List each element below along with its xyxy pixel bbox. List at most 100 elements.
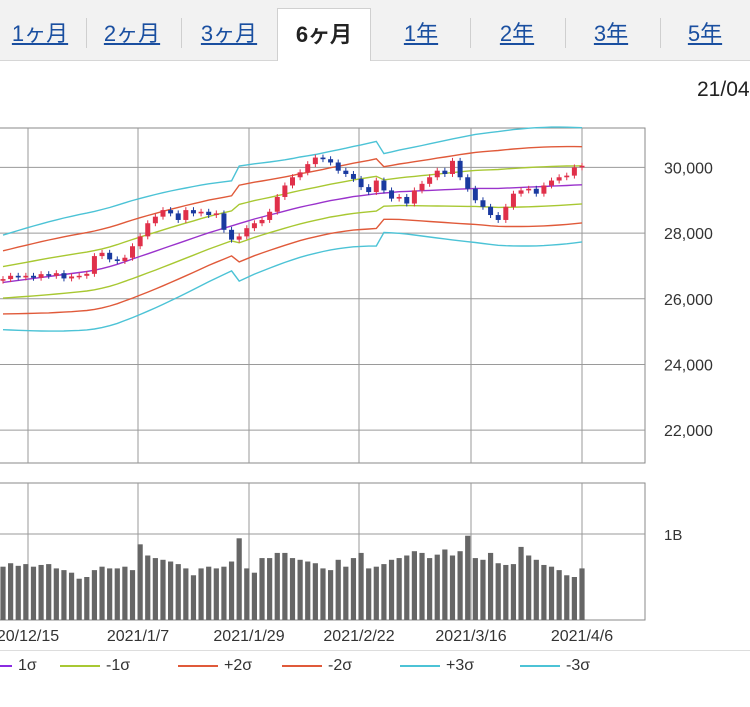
candle-body bbox=[579, 165, 585, 168]
tab-1-month[interactable]: 1ヶ月 bbox=[11, 21, 69, 46]
tab-5-years[interactable]: 5年 bbox=[687, 21, 723, 46]
volume-bar bbox=[442, 549, 448, 620]
volume-bar bbox=[122, 566, 128, 620]
volume-bar bbox=[503, 564, 509, 620]
volume-bar bbox=[99, 566, 105, 620]
volume-bar bbox=[571, 577, 577, 620]
legend-swatch bbox=[282, 664, 322, 667]
volume-bar bbox=[236, 538, 242, 620]
tab-1-year[interactable]: 1年 bbox=[403, 21, 439, 46]
stock-chart: 20/12/15 2021/1/7 2021/1/29 2021/2/22 2021/3… bbox=[0, 126, 713, 645]
volume-bar bbox=[472, 558, 478, 620]
candle-body bbox=[267, 211, 273, 220]
volume-bar bbox=[53, 568, 59, 620]
candle-body bbox=[30, 275, 36, 278]
candle-body bbox=[373, 180, 379, 193]
volume-bar bbox=[228, 561, 235, 620]
volume-bar bbox=[457, 551, 463, 620]
candle-body bbox=[297, 172, 303, 178]
volume-bar bbox=[579, 568, 585, 620]
volume-bar bbox=[373, 566, 379, 620]
tab-2-months[interactable]: 2ヶ月 bbox=[103, 21, 161, 46]
band-plus-3sigma bbox=[2, 126, 583, 236]
candle-body bbox=[488, 206, 494, 216]
volume-bar bbox=[388, 559, 395, 620]
volume-bar bbox=[129, 570, 136, 620]
candle-body bbox=[480, 200, 486, 207]
volume-bar bbox=[145, 555, 151, 620]
volume-bar bbox=[518, 546, 524, 620]
candle-body bbox=[290, 177, 295, 186]
tab-separator bbox=[86, 18, 87, 48]
candle-body bbox=[130, 246, 136, 258]
volume-bar bbox=[320, 568, 326, 620]
volume-bar bbox=[8, 563, 14, 620]
volume-bar bbox=[114, 568, 120, 620]
volume-bar bbox=[15, 565, 21, 620]
candle-body bbox=[236, 236, 242, 240]
legend-item-plus-3sigma: +3σ bbox=[400, 657, 474, 675]
candle-body bbox=[366, 187, 372, 193]
volume-bar bbox=[411, 551, 417, 620]
candle-body bbox=[99, 252, 105, 257]
volume-bar bbox=[480, 559, 486, 620]
candle-body bbox=[53, 273, 59, 276]
candle-body bbox=[259, 219, 265, 224]
volume-bar bbox=[526, 555, 532, 620]
candle-body bbox=[251, 223, 257, 229]
chart-date-stamp: 21/04 bbox=[697, 78, 750, 101]
candle-body bbox=[564, 175, 570, 178]
volume-bar bbox=[289, 558, 296, 620]
candle-body bbox=[343, 170, 349, 174]
legend-label: +3σ bbox=[446, 657, 475, 674]
candle-body bbox=[76, 275, 82, 278]
volume-bar bbox=[274, 552, 280, 620]
volume-bar bbox=[350, 558, 357, 620]
volume-bar bbox=[556, 570, 562, 620]
y-tick-label: 24,000 bbox=[664, 357, 713, 374]
candle-body bbox=[328, 159, 334, 163]
candle-body bbox=[38, 274, 44, 278]
volume-bar bbox=[335, 559, 341, 620]
candle-body bbox=[320, 157, 326, 160]
x-tick-label: 2021/1/29 bbox=[213, 628, 284, 645]
volume-bar bbox=[76, 578, 82, 620]
y-tick-label: 28,000 bbox=[664, 226, 713, 243]
volume-bar bbox=[487, 552, 494, 620]
candle-body bbox=[472, 188, 478, 201]
volume-bar bbox=[30, 566, 37, 620]
legend-label: -1σ bbox=[106, 657, 131, 674]
x-tick-label: 2021/1/7 bbox=[107, 628, 169, 645]
tab-2-years[interactable]: 2年 bbox=[499, 21, 535, 46]
tab-3-months[interactable]: 3ヶ月 bbox=[200, 21, 258, 46]
candle-body bbox=[427, 177, 433, 184]
volume-tick-label: 1B bbox=[664, 527, 682, 544]
candle-body bbox=[46, 274, 52, 276]
legend-item-minus-3sigma: -3σ bbox=[520, 657, 590, 675]
candle-body bbox=[84, 273, 90, 276]
legend-swatch bbox=[400, 664, 440, 667]
volume-bar bbox=[564, 575, 570, 620]
legend-swatch bbox=[520, 664, 560, 667]
volume-bar bbox=[419, 552, 425, 620]
volume-bar bbox=[23, 564, 29, 620]
candle-body bbox=[23, 275, 29, 278]
legend: 1σ -1σ +2σ -2σ +3σ -3σ bbox=[0, 650, 750, 681]
candle-body bbox=[274, 196, 280, 212]
volume-bar bbox=[312, 563, 318, 620]
tab-6-months[interactable]: 6ヶ月 bbox=[277, 8, 371, 61]
volume-bar bbox=[327, 570, 334, 620]
volume-bar bbox=[46, 564, 52, 620]
legend-item-minus-2sigma: -2σ bbox=[282, 657, 352, 675]
volume-bar bbox=[548, 566, 555, 620]
volume-bar bbox=[206, 566, 212, 620]
y-tick-label: 22,000 bbox=[664, 423, 713, 440]
candle-body bbox=[221, 213, 227, 230]
candle-body bbox=[571, 167, 577, 176]
volume-bar bbox=[221, 566, 227, 620]
tab-3-years[interactable]: 3年 bbox=[593, 21, 629, 46]
candle-body bbox=[114, 259, 120, 262]
volume-bar bbox=[404, 555, 410, 620]
volume-bar bbox=[251, 572, 258, 620]
candle-body bbox=[556, 177, 562, 181]
